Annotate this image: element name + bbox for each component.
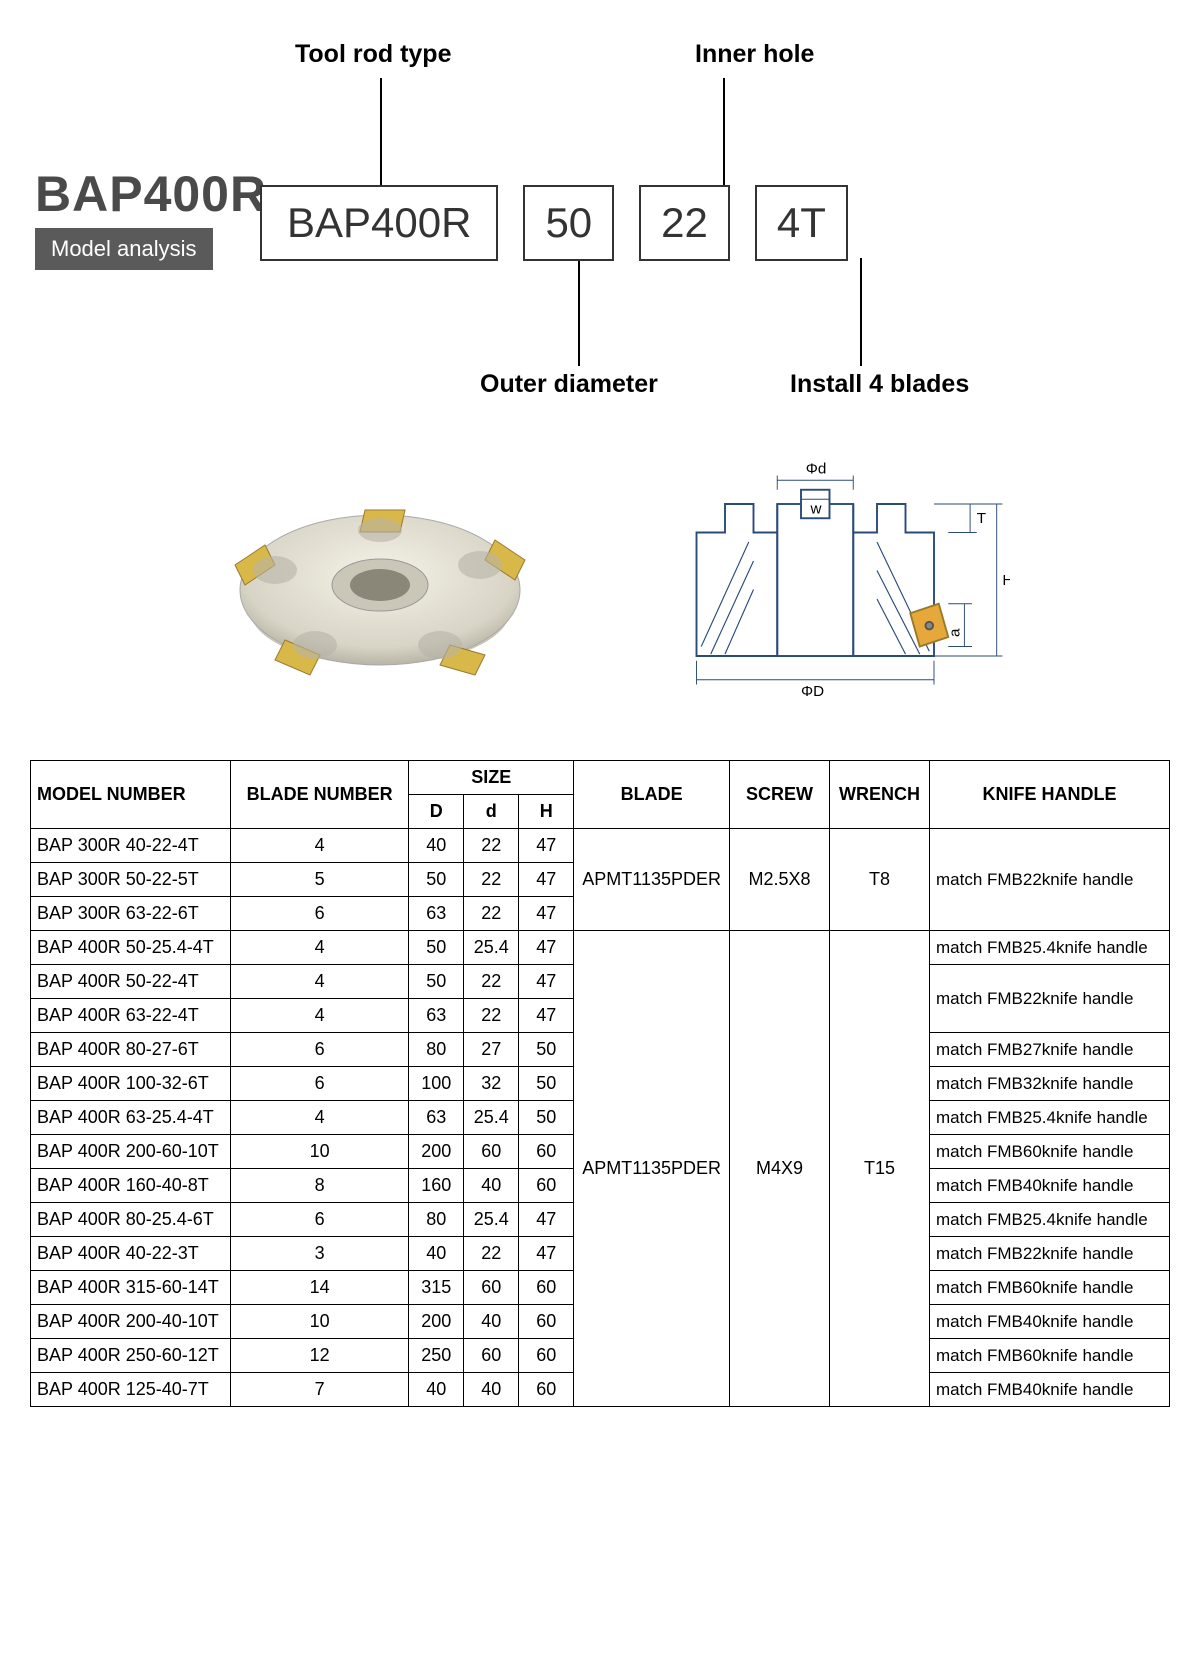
th-model: MODEL NUMBER	[31, 761, 231, 829]
dim-a: a	[947, 628, 964, 637]
th-size: SIZE	[409, 761, 574, 795]
dim-phi-D: ΦD	[801, 683, 824, 700]
dim-phi-d: Φd	[806, 461, 827, 478]
th-screw: SCREW	[730, 761, 830, 829]
label-install-blades: Install 4 blades	[790, 370, 969, 399]
technical-drawing: Φd w T H a ΦD	[630, 440, 1010, 720]
th-blade-number: BLADE NUMBER	[231, 761, 409, 829]
table-row: BAP 300R 40-22-4T4402247APMT1135PDERM2.5…	[31, 829, 1170, 863]
product-title: BAP400R	[35, 165, 267, 223]
connector-line	[578, 258, 580, 366]
code-box-toolrod: BAP400R	[260, 185, 498, 261]
connector-line	[860, 258, 862, 366]
model-analysis-badge: Model analysis	[35, 228, 213, 270]
th-d: d	[464, 795, 519, 829]
table-row: BAP 400R 50-25.4-4T45025.447APMT1135PDER…	[31, 931, 1170, 965]
dim-T: T	[977, 510, 986, 527]
dim-w: w	[810, 501, 822, 518]
th-handle: KNIFE HANDLE	[930, 761, 1170, 829]
product-photo	[190, 440, 570, 720]
connector-line	[380, 78, 382, 186]
th-D: D	[409, 795, 464, 829]
th-H: H	[519, 795, 574, 829]
label-tool-rod: Tool rod type	[295, 40, 451, 69]
code-box-inner-hole: 22	[639, 185, 730, 261]
dim-H: H	[1002, 572, 1010, 589]
th-blade: BLADE	[574, 761, 730, 829]
label-inner-hole: Inner hole	[695, 40, 814, 69]
model-breakdown-diagram: Tool rod type Inner hole BAP400R Model a…	[30, 40, 1170, 420]
label-outer-diameter: Outer diameter	[480, 370, 658, 399]
connector-line	[723, 78, 725, 186]
code-box-outer-diameter: 50	[523, 185, 614, 261]
spec-table: MODEL NUMBER BLADE NUMBER SIZE BLADE SCR…	[30, 760, 1170, 1407]
code-box-blade-count: 4T	[755, 185, 848, 261]
th-wrench: WRENCH	[830, 761, 930, 829]
